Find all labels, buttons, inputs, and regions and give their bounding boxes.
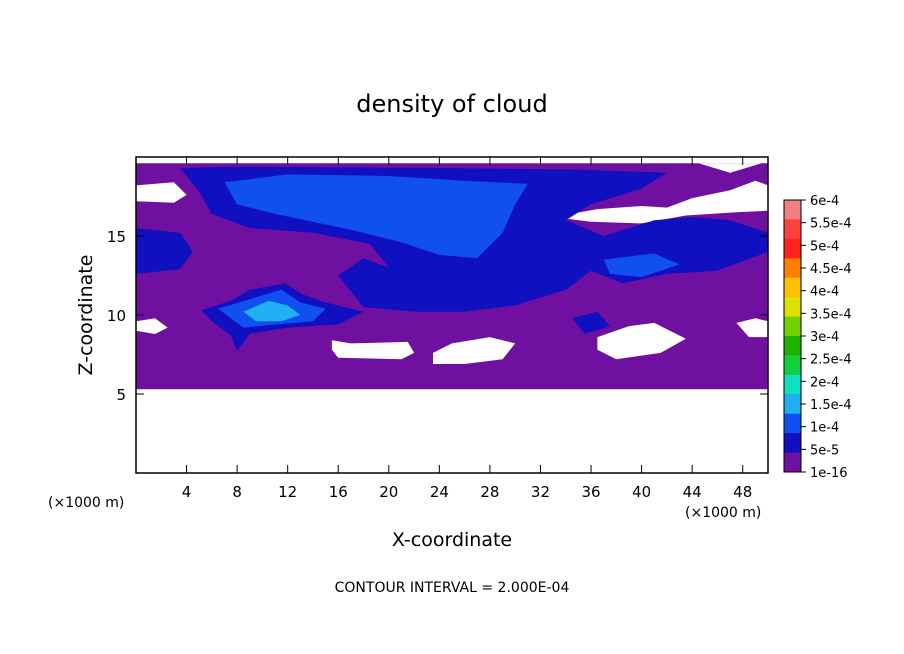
x-tick-label: 28 bbox=[480, 483, 499, 501]
x-unit-label-left: (×1000 m) bbox=[48, 495, 124, 511]
x-axis-label: X-coordinate bbox=[392, 529, 512, 551]
y-tick-label: 5 bbox=[116, 386, 126, 404]
colorbar-label: 4e-4 bbox=[810, 285, 839, 300]
colorbar-swatch bbox=[784, 258, 801, 279]
field-region-light-blue-core bbox=[243, 300, 301, 322]
x-tick-label: 24 bbox=[430, 483, 449, 501]
colorbar-label: 5e-4 bbox=[810, 239, 839, 254]
colorbar-label: 3e-4 bbox=[810, 330, 839, 345]
colorbar-label: 2.5e-4 bbox=[810, 353, 852, 368]
x-tick-label: 4 bbox=[182, 483, 192, 501]
colorbar-swatch bbox=[784, 316, 801, 337]
colorbar-swatch bbox=[784, 297, 801, 318]
clear-gap-1 bbox=[136, 182, 187, 203]
clear-gap-2 bbox=[136, 318, 168, 334]
y-axis-label: Z-coordinate bbox=[75, 255, 97, 376]
x-tick-label: 44 bbox=[683, 483, 702, 501]
colorbar-swatch bbox=[784, 219, 801, 240]
colorbar-swatch bbox=[784, 374, 801, 395]
colorbar-swatch bbox=[784, 394, 801, 415]
x-tick-label: 48 bbox=[733, 483, 752, 501]
x-tick-label: 12 bbox=[278, 483, 297, 501]
x-axis: 4 8 12 16 20 24 28 32 36 40 44 48 bbox=[182, 157, 752, 501]
colorbar-label: 1.5e-4 bbox=[810, 398, 852, 413]
colorbar-label: 6e-4 bbox=[810, 194, 839, 209]
clear-gap-7 bbox=[553, 180, 768, 224]
clear-gap-3 bbox=[331, 340, 415, 360]
colorbar-swatch bbox=[784, 238, 801, 259]
colorbar-label: 4.5e-4 bbox=[810, 262, 852, 277]
x-tick-label: 40 bbox=[632, 483, 651, 501]
colorbar-label: 2e-4 bbox=[810, 375, 839, 390]
y-tick-label: 10 bbox=[107, 307, 126, 325]
x-unit-label-right: (×1000 m) bbox=[685, 505, 761, 521]
field-region-medium-blue bbox=[224, 174, 528, 259]
plot-area bbox=[136, 163, 768, 390]
colorbar-label: 5.5e-4 bbox=[810, 217, 852, 232]
x-tick-label: 16 bbox=[329, 483, 348, 501]
colorbar-swatch bbox=[784, 355, 801, 376]
x-tick-label: 8 bbox=[232, 483, 242, 501]
colorbar-swatch bbox=[784, 433, 801, 454]
field-region-dark-blue-left bbox=[136, 228, 193, 274]
colorbar-label: 5e-5 bbox=[810, 443, 839, 458]
clear-gap-4 bbox=[433, 337, 516, 364]
x-tick-label: 36 bbox=[581, 483, 600, 501]
field-region-dark-blue-patch bbox=[572, 311, 610, 334]
colorbar-label: 1e-4 bbox=[810, 421, 839, 436]
colorbar-swatch bbox=[784, 277, 801, 298]
x-tick-label: 20 bbox=[379, 483, 398, 501]
contour-interval-note: CONTOUR INTERVAL = 2.000E-04 bbox=[335, 580, 570, 596]
colorbar-swatch bbox=[784, 200, 801, 220]
colorbar-label: 1e-16 bbox=[810, 466, 848, 481]
y-axis: 5 10 15 bbox=[107, 228, 768, 404]
y-tick-label: 15 bbox=[107, 228, 126, 246]
clear-gap-6 bbox=[736, 318, 768, 338]
colorbar-label: 3.5e-4 bbox=[810, 307, 852, 322]
field-region-medium-blue-right bbox=[603, 253, 680, 278]
clear-gap-5 bbox=[597, 322, 686, 360]
x-tick-label: 32 bbox=[531, 483, 550, 501]
colorbar: 6e-4 5.5e-4 5e-4 4.5e-4 4e-4 3.5e-4 3e-4 2.5e-4… bbox=[783, 194, 852, 481]
chart-title: density of cloud bbox=[356, 90, 547, 118]
colorbar-swatch bbox=[784, 336, 801, 356]
clear-gap-8 bbox=[698, 163, 762, 173]
colorbar-swatch bbox=[784, 452, 801, 473]
colorbar-swatch bbox=[784, 413, 801, 434]
